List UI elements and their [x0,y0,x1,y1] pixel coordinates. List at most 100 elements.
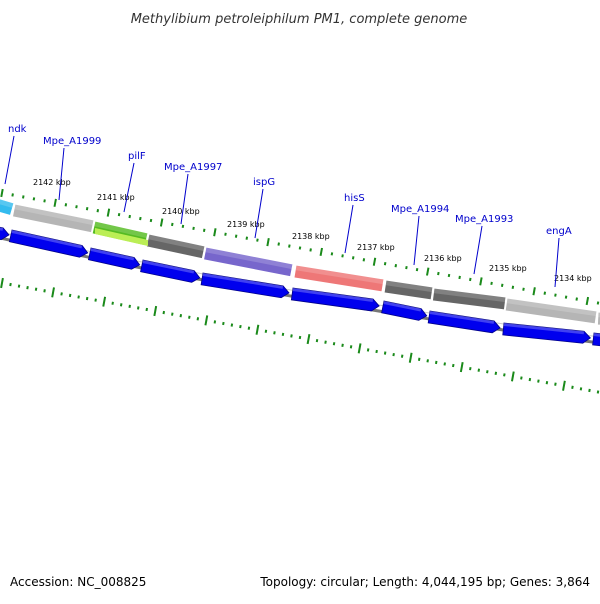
gene-leader-line [473,225,483,275]
feature-track [0,198,600,326]
inner-tick [596,390,600,394]
inner-tick [520,376,523,380]
summary-text: Topology: circular; Length: 4,044,195 bp… [259,575,590,589]
outer-tick [415,267,419,272]
feature-segment [596,311,600,326]
outer-tick [309,248,312,252]
inner-tick [171,312,174,316]
outer-tick [149,218,153,223]
outer-tick [479,277,483,286]
inner-tick [34,287,38,291]
outer-tick [85,207,89,211]
cds-arrow [290,287,380,312]
inner-tick [264,329,268,333]
inner-tick [554,382,557,386]
outer-tick [234,234,238,238]
cds-sheen [90,248,135,261]
gene-leader-line [254,188,264,239]
outer-tick [202,228,206,232]
inner-tick [281,332,285,337]
inner-tick [459,361,464,373]
outer-tick [500,283,504,287]
cds-sheen [593,333,600,337]
cds-arrow [200,272,290,299]
outer-tick [575,297,578,301]
outer-tick [447,273,451,278]
outer-tick [596,301,600,305]
inner-tick [452,363,455,368]
kbp-label: 2138 kbp [292,232,330,241]
inner-tick [366,348,370,352]
inner-tick [43,289,46,293]
gene-label: Mpe_A1994 [391,204,449,215]
outer-tick [224,232,227,236]
inner-tick [17,284,21,288]
cds-sheen [503,323,585,335]
outer-tick [490,281,493,286]
gene-leader-line [344,204,354,254]
outer-tick [426,267,430,276]
inner-tick [204,315,209,326]
gene-leader-line [554,237,560,288]
inner-tick [255,324,260,335]
gene-label: Mpe_A1997 [164,162,222,173]
inner-tick [528,377,532,382]
inner-tick [417,357,421,361]
cds-arrow [592,332,600,347]
outer-tick [543,291,547,295]
inner-tick [332,342,336,346]
inner-tick [85,296,89,301]
feature-segment [11,203,95,234]
inner-tick [188,315,191,319]
outer-tick [522,287,525,291]
cds-arrow [0,226,10,241]
outer-tick [298,246,302,250]
outer-ticks [0,188,600,306]
outer-tick [469,277,472,282]
inner-tick [426,359,429,363]
inner-tick [562,380,566,391]
inner-tick [357,343,362,354]
cds-arrow [87,247,141,270]
outer-tick [383,262,387,266]
inner-tick [222,321,225,326]
kbp-label: 2140 kbp [162,207,200,216]
gene-label: ispG [253,177,275,188]
inner-tick [510,371,515,382]
outer-tick [511,285,515,289]
inner-tick [290,334,293,338]
inner-tick [179,314,183,318]
outer-tick [256,238,259,242]
outer-tick [288,244,291,248]
gene-leader-line [180,173,189,225]
inner-tick [349,345,353,349]
kbp-label: 2139 kbp [227,220,265,229]
inner-tick [102,296,107,307]
accession-text: Accession: NC_008825 [10,575,146,589]
feature-sheen [147,234,205,252]
outer-tick [0,188,4,198]
inner-tick [537,379,540,383]
outer-tick [372,257,377,266]
inner-tick [136,306,140,310]
inner-tick [315,338,319,343]
inner-tick [273,331,276,335]
outer-tick [330,252,334,256]
inner-tick [94,298,97,302]
cds-sheen [0,227,4,231]
cds-sheen [292,288,374,303]
kbp-label: 2134 kbp [554,274,592,283]
gene-label: pilF [128,151,146,162]
cds-sheen [11,230,83,249]
inner-tick [239,324,242,329]
cds-arrow [140,259,201,283]
gc-skew-ticks [0,277,600,394]
gene-labels: ndk Mpe_A1999 pilF Mpe_A1997 ispG hisS Mpe_A19… [4,124,572,288]
inner-tick [324,340,327,344]
kbp-label: 2136 kbp [424,254,462,263]
outer-tick [96,209,100,213]
cds-arrow [381,300,428,321]
outer-tick [53,198,57,207]
cds-sheen [383,301,422,312]
